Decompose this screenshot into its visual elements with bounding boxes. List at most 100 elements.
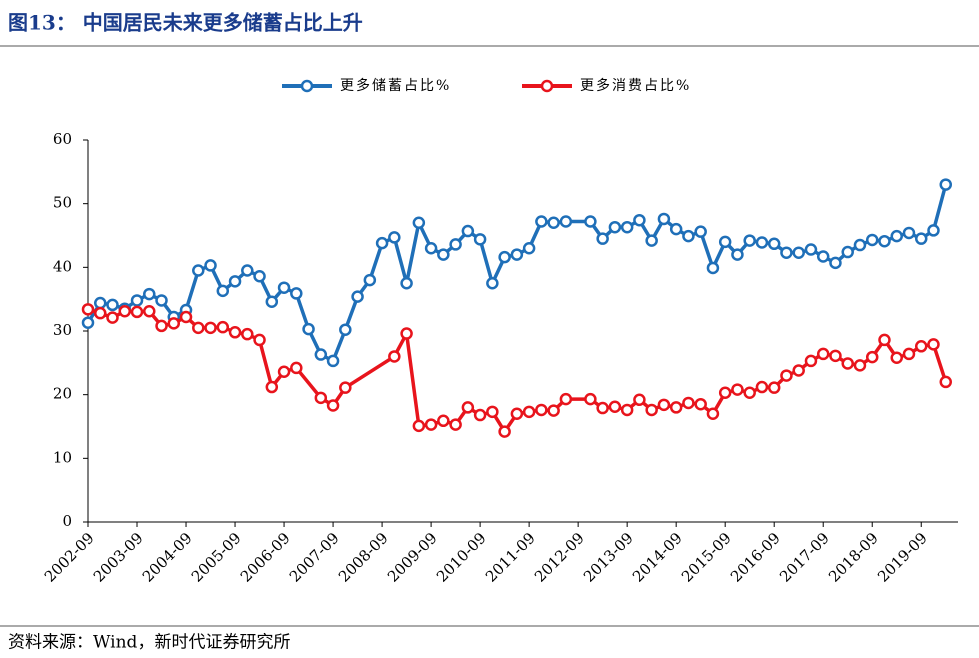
point-marker (682, 229, 695, 243)
point-marker (400, 277, 413, 290)
legend-marker (540, 79, 554, 93)
point-marker (424, 241, 438, 255)
point-marker (584, 392, 597, 406)
point-marker (498, 250, 511, 264)
point-marker (878, 234, 891, 248)
y-tick-label: 10 (53, 448, 72, 466)
point-marker (596, 401, 609, 415)
point-marker (927, 224, 940, 237)
point-marker (388, 231, 401, 244)
point-marker (94, 296, 107, 310)
point-marker (510, 407, 524, 421)
point-marker (486, 405, 499, 419)
x-tick-label: 2015-09 (678, 529, 735, 586)
point-marker (669, 401, 683, 414)
point-marker (510, 248, 524, 261)
point-marker (351, 290, 364, 303)
point-marker (326, 354, 340, 368)
point-marker (559, 392, 573, 406)
point-marker (620, 403, 634, 417)
point-marker (192, 321, 205, 335)
point-marker (743, 386, 756, 400)
point-marker (412, 419, 426, 433)
point-marker (192, 264, 205, 277)
point-marker (265, 380, 279, 394)
point-marker (927, 338, 940, 351)
point-marker (535, 215, 548, 228)
point-marker (853, 359, 867, 372)
point-marker (608, 220, 622, 234)
point-marker (792, 246, 805, 259)
point-marker (486, 277, 499, 290)
point-marker (645, 403, 658, 417)
point-marker (755, 380, 769, 394)
point-marker (620, 220, 634, 234)
x-tick-label: 2013-09 (580, 529, 637, 586)
point-marker (400, 327, 413, 340)
x-tick-label: 2014-09 (629, 529, 686, 586)
point-marker (633, 393, 646, 407)
point-marker (694, 225, 707, 238)
point-marker (130, 294, 144, 307)
point-marker (326, 399, 340, 412)
point-marker (865, 350, 879, 364)
point-marker (277, 365, 291, 378)
point-marker (718, 235, 732, 249)
point-marker (645, 234, 658, 247)
point-marker (584, 215, 597, 228)
point-marker (461, 401, 475, 414)
series-line (86, 184, 948, 363)
point-marker (314, 348, 328, 361)
point-marker (780, 369, 793, 382)
y-tick-label: 20 (53, 385, 72, 403)
point-marker (106, 311, 119, 324)
x-tick-label: 2005-09 (188, 529, 245, 586)
point-marker (559, 215, 573, 228)
point-marker (204, 259, 217, 272)
point-marker (596, 232, 609, 245)
point-marker (780, 246, 793, 259)
point-marker (204, 321, 217, 335)
point-marker (939, 375, 952, 389)
legend-label: 更多储蓄占比% (340, 77, 451, 94)
point-marker (363, 273, 377, 287)
point-marker (841, 245, 854, 259)
point-marker (216, 284, 230, 298)
point-marker (657, 398, 671, 412)
x-tick-label: 2017-09 (776, 529, 833, 586)
point-marker (228, 275, 242, 288)
point-marker (130, 305, 144, 319)
point-marker (657, 212, 671, 226)
legend-marker (300, 79, 314, 93)
point-marker (461, 224, 475, 238)
x-tick-label: 2012-09 (531, 529, 588, 586)
point-marker (804, 243, 818, 256)
point-marker (388, 350, 401, 363)
point-marker (437, 414, 450, 428)
point-marker (241, 264, 254, 277)
x-tick-label: 2006-09 (237, 529, 294, 586)
point-marker (816, 250, 830, 263)
point-marker (890, 351, 903, 364)
x-tick-label: 2019-09 (874, 529, 931, 586)
point-marker (155, 294, 168, 307)
point-marker (106, 298, 119, 312)
point-marker (339, 381, 352, 394)
point-marker (155, 319, 168, 333)
point-marker (890, 229, 903, 243)
y-tick-label: 60 (53, 130, 72, 148)
y-tick-label: 0 (62, 512, 72, 530)
point-marker (314, 391, 328, 405)
x-tick-label: 2008-09 (335, 529, 392, 586)
point-marker (829, 256, 842, 270)
point-marker (143, 287, 156, 301)
x-tick-label: 2002-09 (41, 529, 98, 586)
point-marker (718, 386, 732, 400)
point-marker (522, 241, 536, 255)
point-marker (902, 226, 916, 240)
point-marker (547, 216, 560, 230)
point-marker (94, 306, 107, 320)
point-marker (706, 407, 720, 421)
point-marker (143, 305, 156, 318)
x-tick-label: 2010-09 (433, 529, 490, 586)
